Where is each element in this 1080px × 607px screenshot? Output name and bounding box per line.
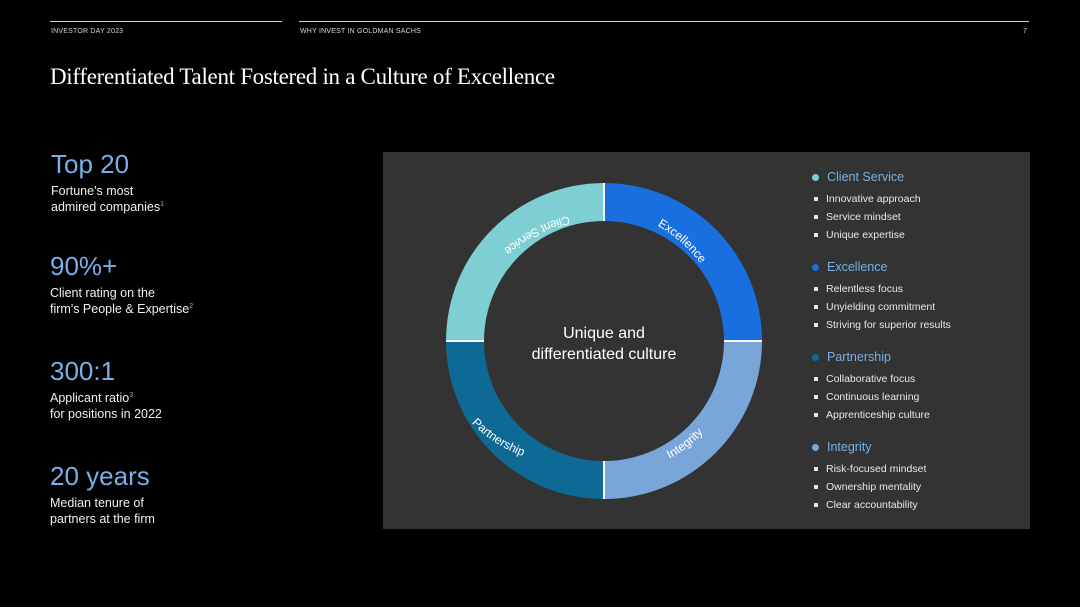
header-section: WHY INVEST IN GOLDMAN SACHS bbox=[300, 28, 422, 35]
stat-value: 300:1 bbox=[50, 356, 116, 386]
segment-client-service bbox=[446, 183, 604, 341]
legend-dot bbox=[812, 173, 819, 181]
header-rule-right bbox=[299, 21, 1029, 22]
legend-item: Clear accountability bbox=[812, 496, 1022, 514]
legend-item: Apprenticeship culture bbox=[812, 406, 1022, 424]
header-event: INVESTOR DAY 2023 bbox=[51, 28, 124, 35]
legend-dot bbox=[812, 263, 819, 271]
header-rule-left bbox=[50, 21, 282, 22]
legend-item: Continuous learning bbox=[812, 388, 1022, 406]
stat-top20: Top 20 Fortune's most admired companies1 bbox=[51, 149, 311, 215]
stat-description: Median tenure of partners at the firm bbox=[50, 496, 155, 526]
legend-item: Service mindset bbox=[812, 208, 1022, 226]
legend-item: Unyielding commitment bbox=[812, 298, 1022, 316]
stat-description: Fortune's most admired companies1 bbox=[51, 184, 164, 214]
legend-group-excellence: Excellence Relentless focus Unyielding c… bbox=[812, 258, 1022, 334]
center-label-line2: differentiated culture bbox=[532, 346, 677, 363]
legend-item: Unique expertise bbox=[812, 226, 1022, 244]
legend-item: Collaborative focus bbox=[812, 370, 1022, 388]
page-title: Differentiated Talent Fostered in a Cult… bbox=[50, 64, 555, 89]
legend-dot bbox=[812, 443, 819, 451]
stat-tenure: 20 years Median tenure of partners at th… bbox=[50, 461, 310, 527]
legend-title: Integrity bbox=[827, 440, 872, 454]
legend-title: Partnership bbox=[827, 350, 891, 364]
legend-item: Innovative approach bbox=[812, 190, 1022, 208]
legend-title: Client Service bbox=[827, 170, 905, 184]
legend-item: Ownership mentality bbox=[812, 478, 1022, 496]
stat-value: 20 years bbox=[50, 461, 150, 491]
legend-item: Relentless focus bbox=[812, 280, 1022, 298]
legend-dot bbox=[812, 353, 819, 361]
stat-value: Top 20 bbox=[51, 149, 130, 179]
culture-panel: Client Service Excellence Integrity Part… bbox=[383, 152, 1030, 529]
segment-excellence bbox=[604, 183, 762, 341]
page-number: 7 bbox=[1023, 28, 1028, 35]
culture-legend: Client Service Innovative approach Servi… bbox=[812, 168, 1022, 528]
legend-group-client-service: Client Service Innovative approach Servi… bbox=[812, 168, 1022, 244]
center-label-line1: Unique and bbox=[563, 325, 645, 342]
legend-group-integrity: Integrity Risk-focused mindset Ownership… bbox=[812, 438, 1022, 514]
legend-item: Striving for superior results bbox=[812, 316, 1022, 334]
culture-donut-diagram: Client Service Excellence Integrity Part… bbox=[446, 183, 762, 499]
segment-partnership bbox=[446, 341, 604, 499]
stat-description: Applicant ratio3 for positions in 2022 bbox=[50, 391, 162, 421]
legend-group-partnership: Partnership Collaborative focus Continuo… bbox=[812, 348, 1022, 424]
legend-title: Excellence bbox=[827, 260, 888, 274]
segment-integrity bbox=[604, 341, 762, 499]
stat-value: 90%+ bbox=[50, 251, 118, 281]
stat-applicant-ratio: 300:1 Applicant ratio3 for positions in … bbox=[50, 356, 310, 422]
stat-description: Client rating on the firm's People & Exp… bbox=[50, 286, 194, 316]
legend-item: Risk-focused mindset bbox=[812, 460, 1022, 478]
stat-client-rating: 90%+ Client rating on the firm's People … bbox=[50, 251, 310, 317]
